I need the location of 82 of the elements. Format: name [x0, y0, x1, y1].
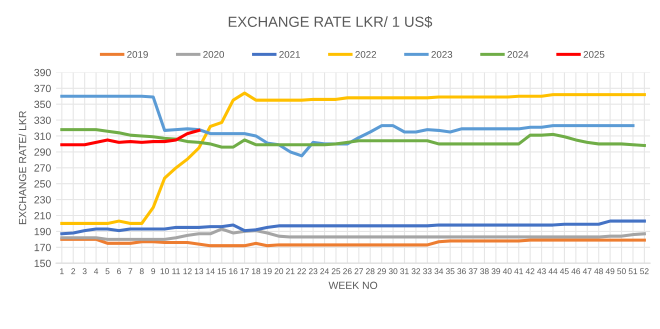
y-tick-label: 330 — [34, 116, 51, 124]
y-tick-label: 230 — [34, 196, 51, 204]
x-tick-label: 39 — [492, 268, 500, 274]
chart-title: EXCHANGE RATE LKR/ 1 US$ — [228, 16, 432, 28]
x-tick-label: 16 — [229, 268, 238, 274]
x-tick-label: 4 — [94, 268, 98, 274]
x-tick-label: 49 — [606, 268, 614, 274]
x-tick-label: 24 — [320, 268, 329, 274]
line-series — [60, 238, 646, 248]
x-tick-label: 25 — [332, 268, 340, 274]
y-tick-label: 370 — [34, 84, 51, 92]
x-tick-label: 29 — [377, 268, 386, 274]
line-series — [60, 128, 646, 149]
x-tick-label: 21 — [286, 268, 294, 274]
x-tick-label: 3 — [82, 268, 87, 274]
x-tick-label: 33 — [423, 268, 432, 274]
x-tick-label: 46 — [571, 268, 580, 274]
x-tick-label: 41 — [514, 268, 523, 274]
legend-label: 2019 — [127, 51, 148, 58]
x-tick-label: 32 — [412, 268, 420, 274]
x-tick-label: 34 — [434, 268, 444, 274]
x-tick-label: 45 — [560, 268, 569, 274]
legend-label: 2020 — [203, 51, 224, 58]
legend-label: 2025 — [584, 51, 604, 58]
x-tick-label: 27 — [354, 268, 364, 274]
y-tick-label: 390 — [34, 68, 51, 76]
x-tick-label: 44 — [548, 268, 558, 274]
x-tick-label: 11 — [172, 268, 180, 274]
x-tick-label: 30 — [388, 268, 398, 274]
y-tick-label: 290 — [34, 148, 51, 156]
x-tick-label: 8 — [140, 268, 144, 274]
x-tick-label: 52 — [640, 268, 649, 274]
x-tick-label: 43 — [537, 268, 546, 274]
y-tick-label: 250 — [34, 180, 51, 188]
x-tick-label: 23 — [308, 268, 318, 274]
x-tick-label: 51 — [628, 268, 638, 274]
x-tick-label: 22 — [297, 268, 306, 274]
x-tick-label: 14 — [206, 268, 215, 274]
y-tick-label: 270 — [34, 164, 51, 172]
x-tick-label: 13 — [194, 268, 204, 274]
x-tick-label: 37 — [468, 268, 478, 274]
x-tick-label: 31 — [400, 268, 409, 274]
x-tick-label: 12 — [183, 268, 192, 274]
legend-label: 2021 — [279, 51, 300, 58]
x-tick-label: 47 — [582, 268, 592, 274]
x-tick-label: 6 — [117, 268, 121, 274]
legend-label: 2024 — [508, 51, 528, 58]
x-tick-label: 2 — [71, 268, 76, 274]
x-tick-label: 26 — [343, 268, 352, 274]
line-series — [60, 220, 646, 236]
x-tick-label: 19 — [263, 268, 272, 274]
x-tick-label: 5 — [106, 268, 110, 274]
y-tick-label: 210 — [34, 212, 51, 220]
x-tick-label: 35 — [446, 268, 454, 274]
x-tick-label: 1 — [60, 268, 64, 274]
x-tick-label: 40 — [502, 268, 512, 274]
x-axis-title: WEEK NO — [328, 282, 378, 290]
y-tick-label: 310 — [34, 132, 51, 140]
x-tick-label: 7 — [128, 268, 132, 274]
x-tick-label: 17 — [240, 268, 249, 274]
line-series — [60, 94, 634, 158]
x-tick-label: 28 — [366, 268, 375, 274]
x-tick-label: 9 — [151, 268, 156, 274]
y-axis-title: EXCHANGE RATE/ LKR — [18, 111, 26, 224]
line-series — [60, 128, 200, 146]
y-tick-label: 150 — [34, 260, 51, 268]
x-tick-label: 42 — [526, 268, 534, 274]
x-tick-label: 15 — [218, 268, 226, 274]
legend-label: 2023 — [431, 51, 452, 58]
x-tick-label: 18 — [252, 268, 260, 274]
line-series — [60, 92, 646, 225]
y-tick-label: 170 — [34, 244, 51, 252]
x-tick-label: 36 — [457, 268, 466, 274]
x-tick-label: 50 — [617, 268, 626, 274]
line-series — [60, 227, 646, 241]
x-tick-label: 48 — [594, 268, 603, 274]
legend-label: 2022 — [355, 51, 376, 58]
x-tick-label: 38 — [480, 268, 489, 274]
y-tick-label: 190 — [34, 228, 51, 236]
y-tick-label: 350 — [34, 100, 51, 108]
x-tick-label: 10 — [160, 268, 169, 274]
x-tick-label: 20 — [274, 268, 284, 274]
